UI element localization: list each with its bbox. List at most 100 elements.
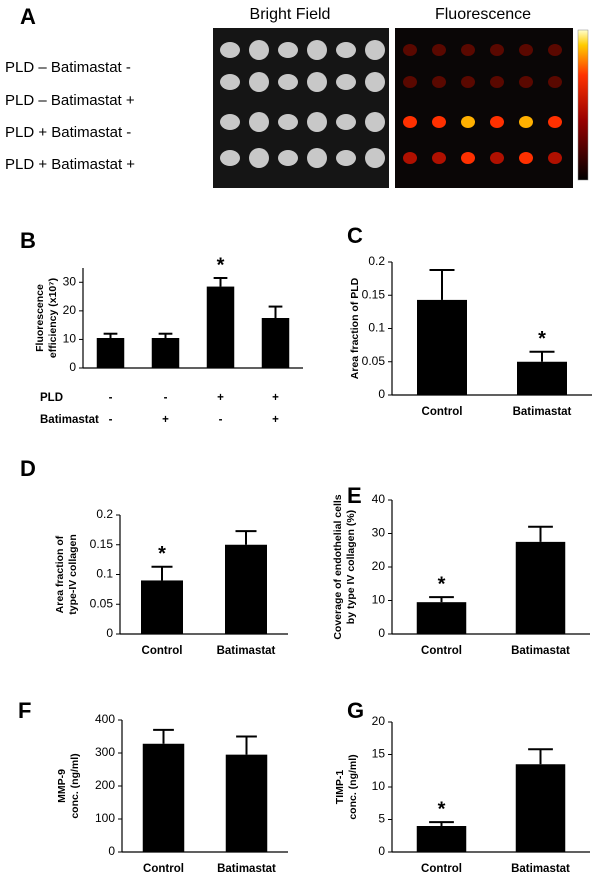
category-row-name: PLD xyxy=(40,392,63,404)
fluorescent-spot xyxy=(432,44,446,56)
category-row-name: Batimastat xyxy=(40,414,99,426)
x-tick-label: - xyxy=(164,392,168,404)
significance-mark: * xyxy=(438,573,446,595)
x-tick-label: + xyxy=(217,392,224,404)
x-tick-label: + xyxy=(162,414,169,426)
panel-label: E xyxy=(347,483,362,508)
fluorescent-spot xyxy=(461,76,475,88)
panel-label: C xyxy=(347,223,363,248)
y-axis-label: Fluorescence xyxy=(34,284,46,352)
bright-spot xyxy=(336,114,356,130)
fluorescent-spot xyxy=(548,76,562,88)
fluorescent-spot xyxy=(461,152,475,164)
fluorescence-image xyxy=(395,28,573,188)
y-tick-label: 400 xyxy=(95,712,115,726)
fluorescent-spot xyxy=(490,76,504,88)
bright-spot xyxy=(336,150,356,166)
bar xyxy=(206,286,235,368)
bar xyxy=(141,580,183,634)
panel-label: A xyxy=(20,4,36,29)
color-bar xyxy=(577,29,589,181)
bright-spot xyxy=(278,114,298,130)
panel-label: B xyxy=(20,228,36,253)
y-axis-label: Coverage of endothelial cells xyxy=(332,494,344,639)
y-tick-label: 10 xyxy=(372,593,386,607)
fluorescent-spot xyxy=(519,116,533,128)
significance-mark: * xyxy=(538,328,546,350)
bright-spot xyxy=(307,148,327,168)
x-tick-label: Batimastat xyxy=(217,863,276,875)
bright-spot xyxy=(249,148,269,168)
panel-label: G xyxy=(347,698,364,723)
bar xyxy=(151,338,180,368)
y-tick-label: 0.2 xyxy=(368,254,385,268)
image-spots xyxy=(220,40,562,168)
x-tick-label: Control xyxy=(143,863,184,875)
image-title: Bright Field xyxy=(250,6,331,23)
significance-mark: * xyxy=(158,543,166,565)
bar xyxy=(225,754,268,852)
y-tick-label: 5 xyxy=(378,812,385,826)
x-tick-label: + xyxy=(272,392,279,404)
y-tick-label: 0.1 xyxy=(96,567,113,581)
y-tick-label: 300 xyxy=(95,745,115,759)
y-axis-label: efficiency (x10⁷) xyxy=(47,278,59,358)
fluorescent-spot xyxy=(403,152,417,164)
bright-spot xyxy=(220,150,240,166)
y-tick-label: 100 xyxy=(95,811,115,825)
row-label: PLD + Batimastat + xyxy=(5,156,135,173)
y-tick-label: 0 xyxy=(69,360,76,374)
y-axis-label: conc. (ng/ml) xyxy=(347,754,359,819)
bar xyxy=(416,602,467,634)
bright-spot xyxy=(307,72,327,92)
fluorescent-spot xyxy=(519,76,533,88)
bright-spot xyxy=(336,42,356,58)
y-tick-label: 0.15 xyxy=(90,537,114,551)
row-label: PLD + Batimastat - xyxy=(5,124,131,141)
image-title: Fluorescence xyxy=(435,6,531,23)
bright-spot xyxy=(249,40,269,60)
y-tick-label: 0.1 xyxy=(368,321,385,335)
fluorescent-spot xyxy=(519,152,533,164)
fluorescent-spot xyxy=(548,152,562,164)
fluorescent-spot xyxy=(432,76,446,88)
row-label: PLD – Batimastat - xyxy=(5,59,131,76)
y-tick-label: 40 xyxy=(372,492,386,506)
y-tick-label: 200 xyxy=(95,778,115,792)
significance-mark: * xyxy=(217,254,225,276)
y-axis-label: Area fraction of PLD xyxy=(349,277,361,379)
bar xyxy=(417,299,467,395)
bright-spot xyxy=(278,74,298,90)
y-tick-label: 0.05 xyxy=(90,596,114,610)
x-tick-label: Control xyxy=(422,406,463,418)
x-tick-label: Batimastat xyxy=(513,406,572,418)
bar xyxy=(142,743,185,852)
y-axis-label: TIMP-1 xyxy=(334,770,346,805)
y-tick-label: 10 xyxy=(372,779,386,793)
bright-spot xyxy=(249,112,269,132)
x-tick-label: - xyxy=(219,414,223,426)
fluorescent-spot xyxy=(490,152,504,164)
bright-spot xyxy=(278,42,298,58)
fluorescent-spot xyxy=(403,76,417,88)
bar xyxy=(515,541,566,634)
significance-mark: * xyxy=(438,798,446,820)
y-axis-label: by type IV collagen (%) xyxy=(345,510,357,624)
y-tick-label: 30 xyxy=(372,526,386,540)
bright-field-image xyxy=(213,28,389,188)
bright-spot xyxy=(365,148,385,168)
bright-spot xyxy=(307,112,327,132)
y-axis-label: conc. (ng/ml) xyxy=(69,753,81,818)
bar xyxy=(515,764,566,852)
y-tick-label: 0.2 xyxy=(96,507,113,521)
bright-spot xyxy=(365,72,385,92)
fluorescent-spot xyxy=(519,44,533,56)
panel-label: F xyxy=(18,698,31,723)
y-axis-label: type-IV collagen xyxy=(67,534,79,615)
bright-spot xyxy=(249,72,269,92)
y-tick-label: 15 xyxy=(372,747,386,761)
fluorescent-spot xyxy=(432,116,446,128)
fluorescent-spot xyxy=(432,152,446,164)
fluorescent-spot xyxy=(490,116,504,128)
y-axis-label: Area fraction of xyxy=(54,535,66,613)
